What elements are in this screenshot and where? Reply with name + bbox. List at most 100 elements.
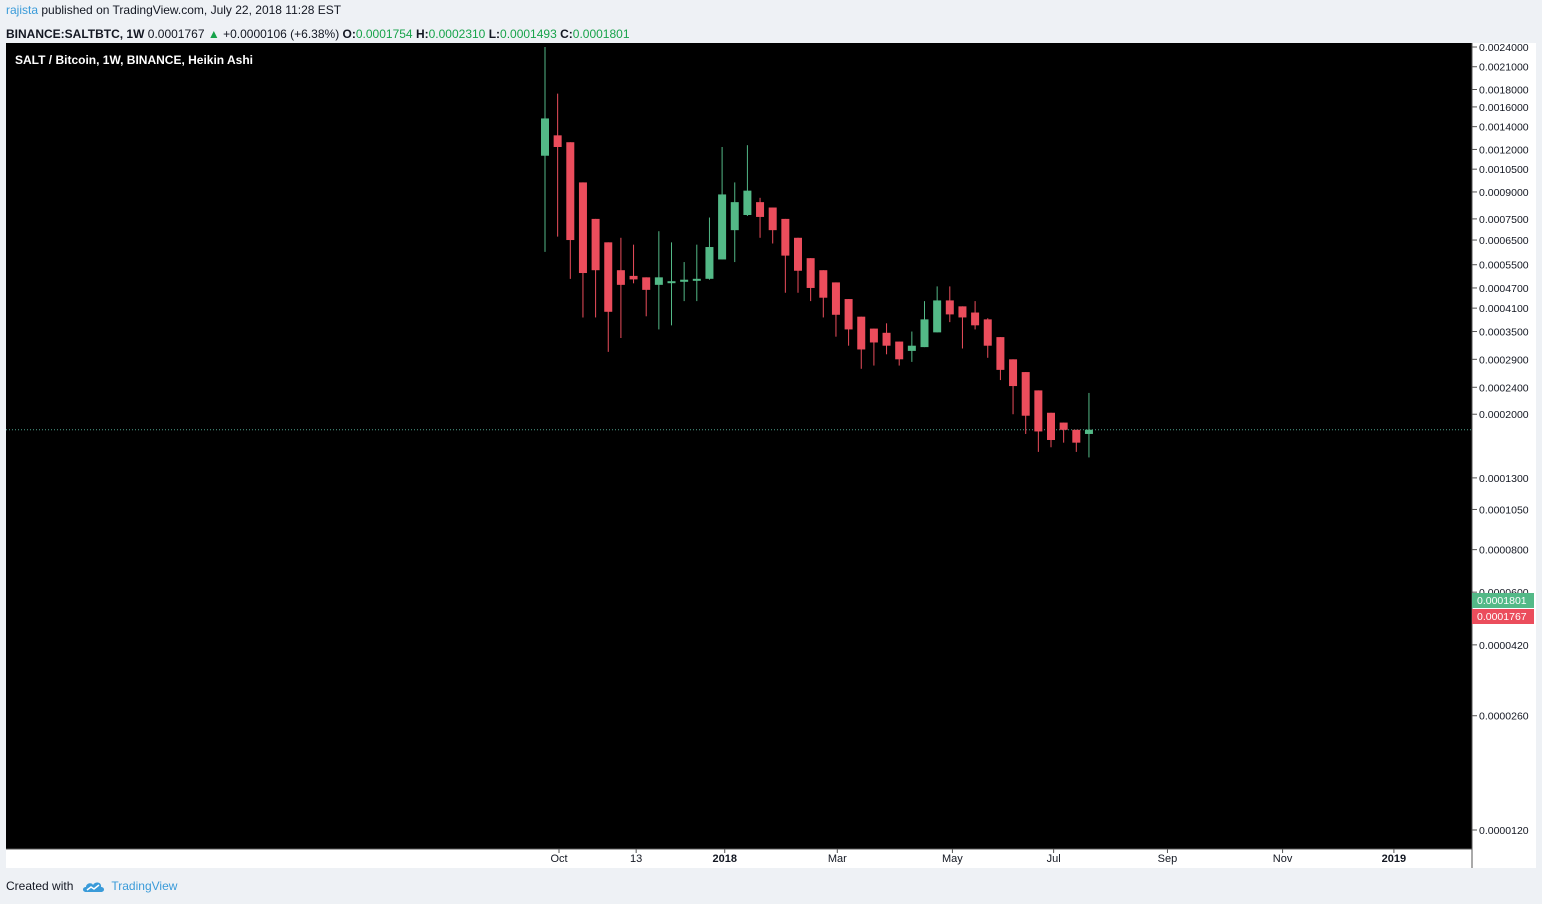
- candle: [971, 301, 980, 330]
- candle: [541, 47, 549, 252]
- candle: [667, 242, 676, 326]
- time-axis[interactable]: [6, 849, 1472, 868]
- candle: [945, 286, 954, 323]
- y-tick-label: 0.0024000: [1479, 43, 1529, 54]
- candle-body: [553, 135, 562, 147]
- candle: [857, 316, 866, 369]
- candle: [1047, 412, 1055, 448]
- candle-body: [933, 300, 942, 333]
- x-tick-label: Jul: [1047, 853, 1061, 865]
- x-tick-label: 2019: [1382, 853, 1406, 865]
- y-tick-label: 0.0005500: [1479, 260, 1529, 272]
- candle: [578, 182, 587, 318]
- candle-body: [1047, 412, 1055, 440]
- candle: [616, 237, 625, 338]
- candle-body: [756, 202, 765, 217]
- candle-body: [781, 218, 790, 256]
- x-tick-label: May: [942, 853, 963, 865]
- candle: [654, 231, 663, 330]
- y-tick-label: 0.0016000: [1479, 102, 1529, 114]
- last-price: 0.0001767: [147, 27, 205, 41]
- candle-body: [705, 247, 714, 279]
- publish-line: rajista published on TradingView.com, Ju…: [6, 4, 630, 17]
- y-tick-label: 0.0021000: [1479, 62, 1529, 74]
- y-tick-label: 0.0002400: [1479, 382, 1529, 394]
- candle: [1034, 390, 1043, 452]
- price-label-box: [1472, 609, 1534, 624]
- candle-body: [578, 182, 587, 274]
- candle: [756, 197, 765, 238]
- candle: [933, 286, 942, 333]
- candle: [1021, 372, 1030, 434]
- candle: [1072, 429, 1081, 452]
- candle: [831, 282, 840, 337]
- x-tick-label: Mar: [828, 853, 847, 865]
- candle-body: [743, 190, 752, 216]
- candle-body: [819, 270, 828, 298]
- price-label-text: 0.0001801: [1477, 595, 1527, 607]
- x-tick-label: 13: [630, 853, 642, 865]
- candle-body: [844, 299, 853, 330]
- candle-body: [566, 142, 575, 241]
- y-tick-label: 0.0007500: [1479, 214, 1529, 226]
- candle-body: [996, 337, 1005, 370]
- price-label-text: 0.0001767: [1477, 611, 1527, 623]
- candle-body: [654, 277, 663, 285]
- candle-body: [718, 194, 727, 260]
- candle-body: [680, 279, 689, 282]
- candle: [958, 306, 967, 349]
- candle: [680, 262, 689, 302]
- x-tick-label: Sep: [1158, 853, 1178, 865]
- y-tick-label: 0.0003500: [1479, 327, 1529, 339]
- candle: [781, 218, 790, 293]
- price-labels: 0.0001801 0.0001767: [1472, 593, 1534, 624]
- candle-body: [1021, 372, 1030, 416]
- chart-container[interactable]: 0.0024000 0.0021000 0.0018000 0.0016000 0.00…: [6, 43, 1536, 868]
- candle-body: [882, 332, 891, 346]
- candle: [743, 145, 752, 216]
- candle-body: [794, 237, 802, 271]
- candle-body: [857, 316, 866, 350]
- candle: [819, 270, 828, 318]
- candle: [907, 331, 916, 362]
- candle: [882, 323, 891, 355]
- candle-body: [1084, 429, 1093, 434]
- close-value: 0.0001801: [572, 27, 630, 41]
- candle-body: [604, 242, 613, 312]
- open-label: O:: [342, 27, 356, 41]
- y-tick-label: 0.0001300: [1479, 473, 1529, 485]
- footer: Created with TradingView: [6, 879, 177, 893]
- symbol-name: BINANCE:SALTBTC, 1W: [6, 27, 145, 41]
- candle: [920, 301, 929, 348]
- high-value: 0.0002310: [428, 27, 486, 41]
- y-tick-label: 0.0000260: [1479, 711, 1529, 723]
- candle-body: [629, 275, 638, 280]
- y-tick-label: 0.0010500: [1479, 164, 1529, 176]
- open-value: 0.0001754: [355, 27, 413, 41]
- y-tick-label: 0.0002900: [1479, 354, 1529, 366]
- candle-body: [1009, 359, 1018, 387]
- candle-body: [920, 319, 929, 348]
- candle-body: [831, 282, 840, 315]
- candle-body: [591, 218, 600, 271]
- price-axis[interactable]: [1472, 43, 1536, 868]
- candle: [1084, 392, 1093, 458]
- chart-title: SALT / Bitcoin, 1W, BINANCE, Heikin Ashi: [15, 53, 254, 67]
- y-tick-label: 0.0009000: [1479, 187, 1529, 199]
- candle: [806, 258, 815, 302]
- candle-body: [945, 300, 954, 315]
- high-label: H:: [415, 27, 429, 41]
- y-tick-label: 0.0000120: [1479, 825, 1529, 837]
- price-chart[interactable]: 0.0024000 0.0021000 0.0018000 0.0016000 0.00…: [6, 43, 1536, 868]
- y-tick-label: 0.0001050: [1479, 504, 1529, 516]
- up-arrow-icon: ▲: [207, 27, 220, 41]
- created-with-text: Created with: [6, 879, 74, 893]
- candle: [768, 207, 777, 244]
- candle: [591, 218, 600, 318]
- brand-name: TradingView: [111, 879, 178, 893]
- y-tick-label: 0.0014000: [1479, 122, 1529, 134]
- low-value: 0.0001493: [500, 27, 557, 41]
- plot-area[interactable]: [6, 43, 1472, 849]
- tradingview-brand[interactable]: TradingView: [81, 879, 177, 893]
- author-link[interactable]: rajista: [6, 3, 39, 17]
